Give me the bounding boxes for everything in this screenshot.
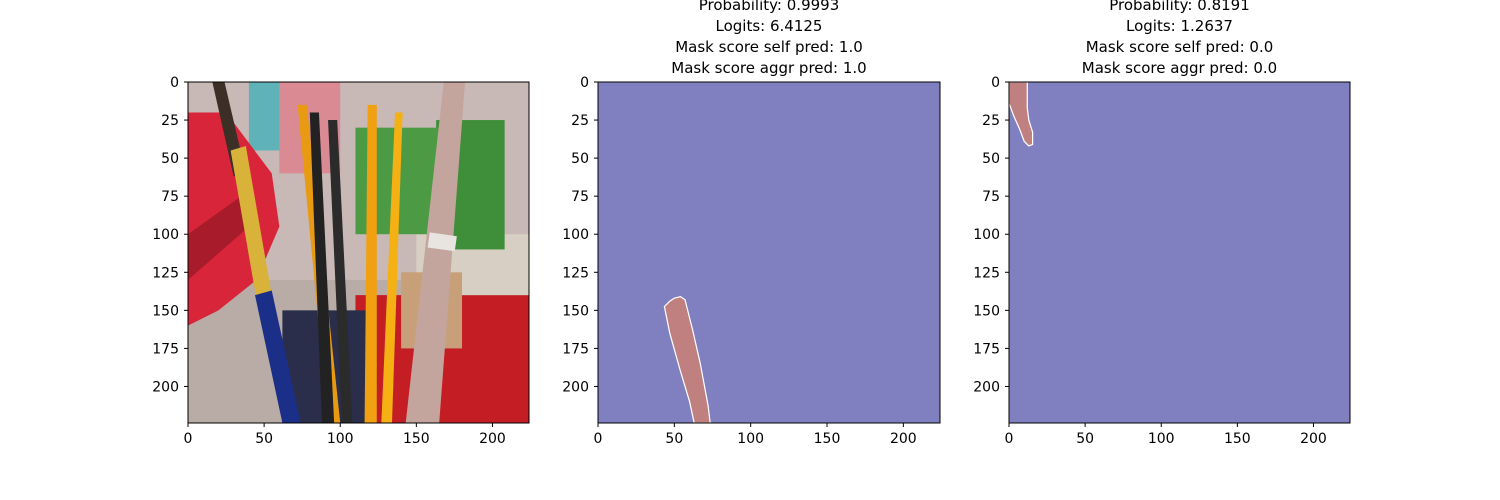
axes-frame: [1008, 81, 1351, 424]
panel-title-line: Logits: 6.4125: [716, 17, 823, 35]
mask-region: [1009, 82, 1034, 147]
photo-brush-gold: [230, 145, 272, 300]
x-tick-label: 200: [1300, 431, 1327, 447]
mask-background: [1009, 82, 1350, 423]
x-tick-label: 0: [1005, 431, 1014, 447]
y-tick-label: 175: [152, 341, 179, 357]
photo-brush-silver: [405, 82, 466, 423]
x-tick-label: 200: [479, 431, 506, 447]
x-tick-label: 0: [184, 431, 193, 447]
mask-background: [598, 82, 940, 423]
panel-title-line: Mask score self pred: 1.0: [675, 38, 863, 56]
y-tick-label: 100: [973, 227, 1000, 243]
x-tick-label: 200: [890, 431, 917, 447]
mask-region: [663, 295, 711, 423]
y-tick-label: 125: [152, 265, 179, 281]
input-image-panel: 0 50 100 150 200 0 25 50 75 100 125 150 175 200: [152, 75, 530, 447]
y-tick-label: 50: [161, 151, 179, 167]
y-tick-label: 0: [170, 75, 179, 91]
y-tick-label: 25: [982, 113, 1000, 129]
mask-image: [598, 82, 940, 423]
mask-image: [1009, 82, 1350, 423]
panel-title-line: Probability: 0.8191: [1109, 0, 1250, 14]
y-tick-label: 25: [161, 113, 179, 129]
y-tick-label: 150: [562, 303, 589, 319]
x-tick-label: 100: [1148, 431, 1175, 447]
y-tick-label: 125: [562, 265, 589, 281]
y-tick-label: 0: [991, 75, 1000, 91]
photo-brush-black-1: [309, 112, 335, 423]
photo-red-chair-arm: [188, 196, 249, 280]
y-tick-label: 75: [571, 189, 589, 205]
x-tick-label: 0: [594, 431, 603, 447]
panel-title-line: Mask score self pred: 0.0: [1086, 38, 1274, 56]
y-tick-label: 200: [152, 379, 179, 395]
y-tick-label: 50: [571, 151, 589, 167]
y-tick-label: 200: [973, 379, 1000, 395]
x-tick-label: 50: [255, 431, 273, 447]
axis-ticks: 0 50 100 150 200 0 25 50 75 100 125 150 175 200: [152, 75, 506, 447]
x-tick-label: 100: [327, 431, 354, 447]
input-photo: [188, 82, 529, 423]
y-tick-label: 0: [580, 75, 589, 91]
panel-title-line: Mask score aggr pred: 0.0: [1082, 59, 1277, 77]
mask-panel-2: Probability: 0.8191 Logits: 1.2637 Mask …: [973, 0, 1351, 447]
x-tick-label: 150: [1224, 431, 1251, 447]
y-tick-label: 50: [982, 151, 1000, 167]
photo-brush-silver-band: [427, 232, 457, 252]
y-tick-label: 175: [973, 341, 1000, 357]
axis-ticks: 0 50 100 150 200 0 25 50 75 100 125 150 175 200: [973, 75, 1327, 447]
panel-title-line: Mask score aggr pred: 1.0: [671, 59, 866, 77]
axes-frame: [187, 81, 530, 424]
y-tick-label: 200: [562, 379, 589, 395]
y-tick-label: 125: [973, 265, 1000, 281]
y-tick-label: 150: [973, 303, 1000, 319]
axes-frame: [597, 81, 941, 424]
photo-brush-black-2: [328, 120, 353, 423]
x-tick-label: 100: [737, 431, 764, 447]
x-tick-label: 50: [1076, 431, 1094, 447]
y-tick-label: 150: [152, 303, 179, 319]
photo-brush-orange-2: [364, 104, 377, 423]
y-tick-label: 100: [562, 227, 589, 243]
x-tick-label: 150: [403, 431, 430, 447]
photo-brush-blue: [254, 290, 301, 423]
x-tick-label: 50: [665, 431, 683, 447]
y-tick-label: 25: [571, 113, 589, 129]
y-tick-label: 75: [161, 189, 179, 205]
y-tick-label: 75: [982, 189, 1000, 205]
photo-brush-orange-3: [381, 112, 403, 423]
mask-panel-1: Probability: 0.9993 Logits: 6.4125 Mask …: [562, 0, 941, 447]
x-tick-label: 150: [814, 431, 841, 447]
axis-ticks: 0 50 100 150 200 0 25 50 75 100 125 150 175 200: [562, 75, 916, 447]
panel-title-line: Logits: 1.2637: [1126, 17, 1233, 35]
y-tick-label: 175: [562, 341, 589, 357]
panel-title-line: Probability: 0.9993: [699, 0, 840, 14]
y-tick-label: 100: [152, 227, 179, 243]
